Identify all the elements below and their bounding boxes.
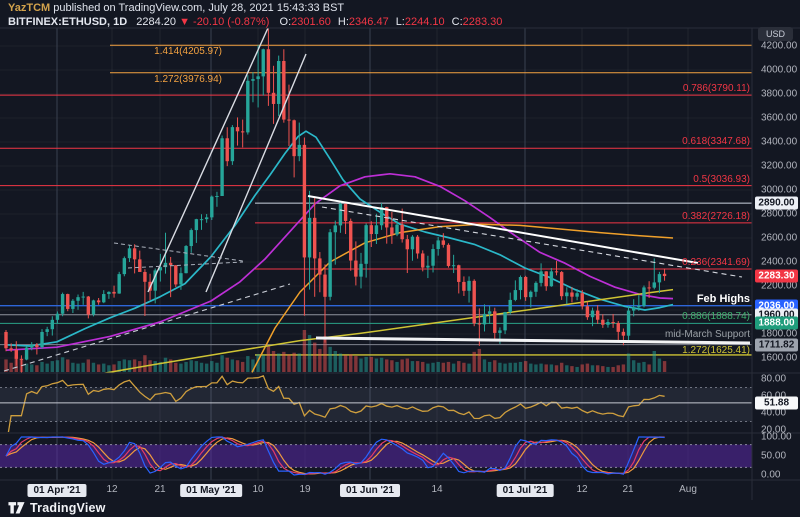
annotation-label: mid-March Support (664, 329, 750, 340)
time-tick-label: 14 (431, 484, 443, 495)
stoch-tick-label: 50.00 (761, 450, 787, 462)
annotation-label: 0.382(2726.18) (682, 211, 750, 222)
price-tick-label: 1800.00 (761, 328, 798, 340)
stoch-tick-label: 0.00 (761, 469, 781, 481)
price-tick-label: 1600.00 (761, 352, 798, 364)
time-axis[interactable]: 01 Apr '21 12 21 01 May '21 10 19 01 Jun '21 14… (0, 481, 800, 500)
ohlc-values: O:2301.60 H:2346.47 L:2244.10 C:2283.30 (273, 16, 503, 28)
direction-down-icon: ▼ (179, 16, 190, 28)
price-tick-label: 2600.00 (761, 232, 798, 244)
time-tick-label: 12 (106, 484, 118, 495)
price-badge: 2890.00 (755, 196, 798, 210)
rising-channel-lower (205, 53, 307, 293)
ma-fast-teal (5, 130, 674, 347)
ohlc-pair: O:2301.60 (279, 16, 331, 28)
tradingview-logo-text: TradingView (30, 501, 106, 515)
time-tick-label: 01 May '21 (180, 484, 242, 497)
annotation-label: 1.414(4205.97) (154, 46, 222, 57)
stoch-tick-label: 100.00 (761, 431, 792, 443)
price-tick-label: 3000.00 (761, 184, 798, 196)
time-tick-label: 21 (622, 484, 634, 495)
ohlc-pair: C:2283.30 (451, 16, 503, 28)
rsi-value-badge: 51.88 (755, 396, 798, 410)
attribution-text: published on TradingView.com, July 28, 2… (53, 2, 345, 14)
annotation-label: 0.886(1888.74) (682, 311, 750, 322)
tradingview-logo-icon (8, 502, 25, 514)
rsi-tick-label: 40.00 (761, 407, 787, 419)
symbol-title[interactable]: BITFINEX:ETHUSD, 1D (8, 16, 128, 28)
ohlc-pair: H:2346.47 (337, 16, 389, 28)
price-tick-label: 2400.00 (761, 256, 798, 268)
rising-support-dashed (3, 283, 291, 372)
price-tick-label: 4200.00 (761, 40, 798, 52)
rising-channel-upper (147, 28, 269, 293)
time-tick-label: Aug (679, 484, 697, 495)
currency-chip[interactable]: USD (758, 27, 794, 41)
pennant-lower (127, 261, 244, 269)
price-badge: 1888.00 (755, 316, 798, 330)
gridlines (0, 28, 752, 480)
author-name: YazTCM (8, 2, 51, 14)
price-badge: 2283.30 (755, 269, 798, 283)
time-tick-label: 01 Jul '21 (496, 484, 554, 497)
rsi-tick-label: 20.00 (761, 424, 787, 436)
time-tick-label: 10 (252, 484, 264, 495)
price-tick-label: 3600.00 (761, 112, 798, 124)
price-tick-label: 3400.00 (761, 136, 798, 148)
annotation-label: 1.272(1625.41) (682, 345, 750, 356)
time-tick-label: 12 (576, 484, 588, 495)
price-tick-label: 3200.00 (761, 160, 798, 172)
annotation-label: 0.236(2341.69) (682, 257, 750, 268)
stoch-line-2 (5, 436, 665, 476)
descending-resistance (307, 195, 699, 264)
mid-march-support-line (315, 336, 751, 345)
chart-header: YazTCM published on TradingView.com, Jul… (8, 2, 502, 29)
pennant-upper (113, 242, 244, 262)
symbol-line: BITFINEX:ETHUSD, 1D 2284.20 ▼ -20.10 (-0… (8, 16, 502, 29)
attribution-line: YazTCM published on TradingView.com, Jul… (8, 2, 502, 15)
price-axis[interactable]: USD 4200.00 4000.00 3800.00 3600.00 3400.00 32… (752, 0, 800, 500)
stochastic-pane (0, 436, 752, 476)
annotation-label: 1.272(3976.94) (154, 74, 222, 85)
descending-resistance-dashed (321, 206, 743, 278)
rsi-tick-label: 80.00 (761, 373, 787, 385)
ohlc-pair: L:2244.10 (395, 16, 445, 28)
price-change: -20.10 (-0.87%) (193, 16, 270, 28)
trendline-drawings[interactable] (3, 28, 751, 372)
last-price: 2284.20 (136, 16, 177, 28)
price-badge: 1711.82 (755, 338, 798, 352)
price-tick-label: 4000.00 (761, 64, 798, 76)
annotation-label: 0.618(3347.68) (682, 136, 750, 147)
candles (4, 28, 667, 373)
annotation-label: 0.5(3036.93) (693, 174, 750, 185)
annotation-label: 0.786(3790.11) (682, 83, 750, 94)
volume-bars (4, 330, 667, 372)
rsi-pane (0, 374, 752, 432)
time-tick-label: 01 Jun '21 (340, 484, 400, 497)
time-tick-label: 01 Apr '21 (27, 484, 87, 497)
rsi-tick-label: 60.00 (761, 391, 786, 402)
price-tick-label: 2800.00 (761, 208, 798, 220)
price-levels (0, 44, 752, 356)
time-tick-label: 21 (154, 484, 166, 495)
ma-long-yellow (101, 288, 674, 373)
moving-averages (5, 130, 674, 373)
time-tick-label: 19 (299, 484, 311, 495)
ma-mid-purple (5, 172, 674, 352)
tradingview-logo[interactable]: TradingView (8, 501, 106, 515)
price-tick-label: 3800.00 (761, 88, 798, 100)
annotation-label: Feb Highs (696, 293, 750, 305)
price-tick-label: 2200.00 (761, 280, 798, 292)
